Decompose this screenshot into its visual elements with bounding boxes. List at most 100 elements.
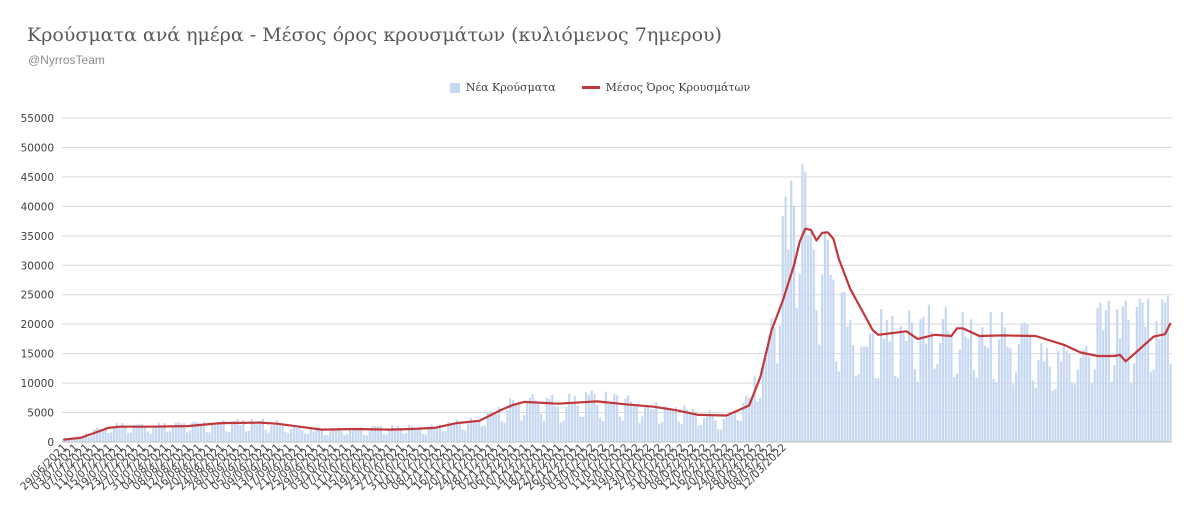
bar bbox=[458, 422, 461, 442]
bar bbox=[975, 377, 978, 442]
bar bbox=[222, 420, 225, 442]
bar bbox=[396, 426, 399, 442]
bar bbox=[1088, 356, 1091, 442]
bar bbox=[694, 411, 697, 442]
bar bbox=[644, 406, 647, 442]
bar bbox=[1141, 302, 1144, 442]
bar bbox=[447, 421, 450, 442]
bar bbox=[155, 425, 158, 442]
bar bbox=[492, 412, 495, 442]
bar bbox=[1031, 380, 1034, 442]
bar bbox=[183, 423, 186, 442]
y-tick-label: 25000 bbox=[21, 290, 54, 302]
bar bbox=[691, 409, 694, 442]
bar bbox=[1118, 338, 1122, 442]
bar bbox=[377, 426, 380, 442]
bar bbox=[253, 422, 256, 442]
bar bbox=[160, 427, 163, 442]
bar bbox=[545, 397, 548, 442]
bar bbox=[332, 429, 335, 442]
bar bbox=[666, 406, 669, 442]
bar bbox=[764, 357, 768, 442]
bar bbox=[135, 424, 138, 442]
bar bbox=[115, 423, 118, 442]
bar bbox=[888, 341, 891, 442]
bar bbox=[1079, 358, 1082, 442]
bar bbox=[517, 404, 520, 442]
bar bbox=[554, 405, 557, 442]
bar bbox=[360, 427, 363, 442]
bar bbox=[770, 318, 773, 442]
bar bbox=[837, 371, 841, 442]
bar bbox=[1023, 322, 1026, 442]
bar bbox=[1014, 372, 1018, 442]
bar bbox=[1043, 361, 1046, 442]
bar bbox=[1062, 344, 1065, 442]
bar bbox=[368, 430, 371, 442]
bar bbox=[1166, 296, 1169, 442]
bar bbox=[1135, 307, 1138, 442]
bar bbox=[607, 403, 610, 442]
legend-item-line: Μέσος Όρος Κρουσμάτων bbox=[581, 81, 750, 94]
bar bbox=[1045, 347, 1049, 442]
bar bbox=[371, 425, 374, 442]
bar bbox=[236, 418, 239, 442]
bar bbox=[981, 327, 984, 442]
bar bbox=[343, 434, 346, 442]
bar bbox=[152, 427, 155, 442]
bar bbox=[857, 374, 860, 442]
bar bbox=[98, 428, 102, 442]
bar bbox=[303, 433, 307, 442]
bar bbox=[1085, 345, 1088, 442]
average-line bbox=[63, 227, 1172, 441]
bar bbox=[950, 336, 953, 442]
bar bbox=[703, 418, 706, 442]
bar bbox=[104, 427, 107, 442]
bar bbox=[70, 439, 73, 442]
bar bbox=[1152, 369, 1155, 442]
bar bbox=[427, 428, 430, 442]
bar bbox=[843, 291, 846, 442]
bar bbox=[925, 343, 928, 442]
bar bbox=[899, 325, 902, 442]
bar bbox=[129, 432, 132, 442]
bar bbox=[1093, 369, 1096, 442]
bar bbox=[405, 433, 408, 442]
bar bbox=[309, 428, 312, 442]
bar bbox=[562, 420, 565, 442]
bar bbox=[711, 416, 714, 442]
bar bbox=[742, 402, 745, 442]
bar bbox=[964, 336, 967, 442]
bar bbox=[596, 404, 599, 442]
y-tick-label: 50000 bbox=[21, 142, 54, 154]
bar bbox=[725, 417, 728, 442]
bar bbox=[933, 368, 936, 442]
bar bbox=[756, 401, 759, 442]
bar bbox=[214, 424, 217, 442]
bar bbox=[599, 417, 602, 442]
bar bbox=[641, 416, 644, 442]
bar bbox=[967, 338, 970, 442]
bar bbox=[1090, 383, 1094, 442]
bar bbox=[995, 381, 998, 442]
bar bbox=[680, 423, 683, 442]
bar bbox=[337, 427, 340, 442]
bar bbox=[593, 393, 596, 442]
bar bbox=[101, 428, 104, 442]
bar bbox=[225, 431, 228, 442]
bar bbox=[1020, 324, 1023, 442]
bar bbox=[559, 422, 562, 442]
bar bbox=[1057, 350, 1060, 442]
bar bbox=[486, 413, 489, 442]
bar bbox=[804, 171, 807, 442]
bar bbox=[289, 428, 293, 442]
bar bbox=[180, 423, 183, 442]
bar bbox=[1127, 319, 1130, 442]
bar bbox=[840, 292, 843, 442]
bar bbox=[719, 429, 723, 442]
bar bbox=[655, 402, 658, 442]
bar bbox=[244, 431, 248, 442]
bar bbox=[67, 439, 71, 442]
bar bbox=[73, 437, 76, 442]
bar bbox=[894, 375, 897, 442]
